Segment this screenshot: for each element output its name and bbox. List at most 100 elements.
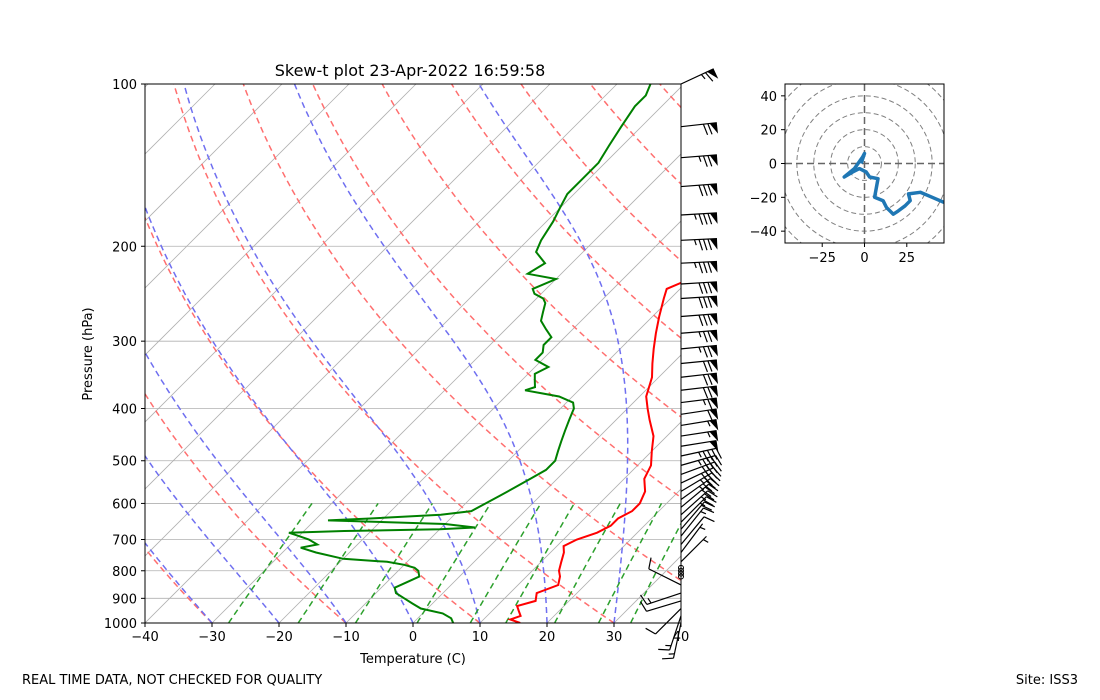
isotherm-line [546,488,681,623]
wind-barb [640,592,682,606]
hodograph-line [842,151,944,216]
wind-barb [680,496,717,523]
x-tick-label: 0 [409,630,417,645]
hodograph-y-tick-label: 0 [769,158,777,173]
dry-adiabat-line [145,215,481,623]
wind-barb [680,359,718,373]
wind-barb [680,238,718,251]
wind-barb [680,260,718,274]
wind-barb [680,478,720,500]
wind-barb [680,490,718,516]
wind-barb [680,483,719,508]
x-tick-label: −20 [265,630,292,645]
wind-barb [680,507,715,537]
wind-barbs [639,68,723,660]
x-tick-label: −30 [198,630,225,645]
moist-adiabat-line [145,541,213,623]
wind-barb [658,615,682,651]
wind-barb [680,397,719,411]
wind-barb [680,447,722,462]
wind-barb [680,372,719,386]
wind-barb [680,523,706,553]
y-tick-label: 500 [112,455,137,470]
moist-adiabat-line [183,84,481,623]
dry-adiabat-line [173,84,615,623]
dry-adiabat-line [520,84,681,262]
wind-barb [680,454,723,470]
wind-barb [680,419,719,431]
isotherm-line [211,153,681,623]
moist-adiabat-line [478,84,629,623]
wind-barb [680,501,715,530]
isotherm-line [145,84,484,423]
hodograph-ring [813,112,916,215]
y-tick-label: 800 [112,565,137,580]
wind-barb [680,430,719,442]
hodograph-x-tick-label: −25 [808,251,835,266]
isotherm-line [479,421,681,623]
hodograph-trace [842,151,944,216]
isotherm-line [145,84,551,490]
wind-barb [678,573,684,580]
wind-barb [680,408,719,421]
moist-adiabat-line [145,204,414,623]
temperature-profile [507,281,681,623]
wind-barb [680,329,718,343]
hodograph-y-tick-label: −20 [750,191,777,206]
dry-adiabat-line [242,84,681,582]
isotherm-line [145,84,283,222]
skewt-background-lines [0,84,1100,623]
skewt-profiles [288,84,681,623]
hodograph-axes: −25 0 25 −40 −20 0 20 40 [750,90,915,266]
hodograph-y-tick-label: 40 [760,90,777,105]
wind-barb [645,608,682,635]
isotherm-line [145,84,618,557]
isotherm-line [680,622,681,623]
wind-barb [680,516,715,545]
dry-adiabat-line [450,84,681,340]
wind-barb [662,622,682,660]
skewt-title: Skew-t plot 23-Apr-2022 16:59:58 [275,61,546,80]
hodograph-rings [785,84,944,243]
y-tick-label: 700 [112,534,137,549]
dry-adiabat-line [659,84,681,109]
isotherm-line [145,84,417,356]
dry-adiabat-line [312,84,681,499]
wind-barb [680,183,718,197]
moist-adiabat-line [293,84,548,623]
x-tick-label: −40 [131,630,158,645]
dry-adiabat-line [145,547,213,623]
x-tick-label: 30 [606,630,623,645]
isotherm-line [412,354,681,623]
mixing-ratio-line [354,502,434,623]
mixing-ratio-line [416,503,492,623]
wind-barb [639,600,682,612]
isotherm-line [0,84,81,623]
x-axis-title: Temperature (C) [359,652,466,667]
isotherm-line [748,84,1100,623]
dry-adiabat-line [381,84,681,418]
dry-adiabat-line [589,84,681,186]
wind-barb [678,567,684,574]
y-tick-label: 200 [112,240,137,255]
wind-barb [680,313,718,327]
wind-barb [680,122,718,136]
dewpoint-profile [288,84,652,623]
wind-barb [680,344,718,358]
mixing-ratio-line [597,503,663,623]
wind-barb [680,281,718,294]
y-axis-title: Pressure (hPa) [81,307,96,400]
quality-disclaimer: REAL TIME DATA, NOT CHECKED FOR QUALITY [22,673,323,688]
wind-barb [680,385,719,399]
isotherm-line [278,220,681,623]
wind-barb [680,154,718,167]
wind-barb [680,295,718,309]
isotherm-line [145,86,681,623]
y-tick-label: 300 [112,335,137,350]
hodograph-ring [847,146,882,181]
wind-barb [678,564,684,571]
isotherm-line [345,287,681,623]
x-tick-label: 20 [539,630,556,645]
moist-adiabat-line [145,454,280,623]
